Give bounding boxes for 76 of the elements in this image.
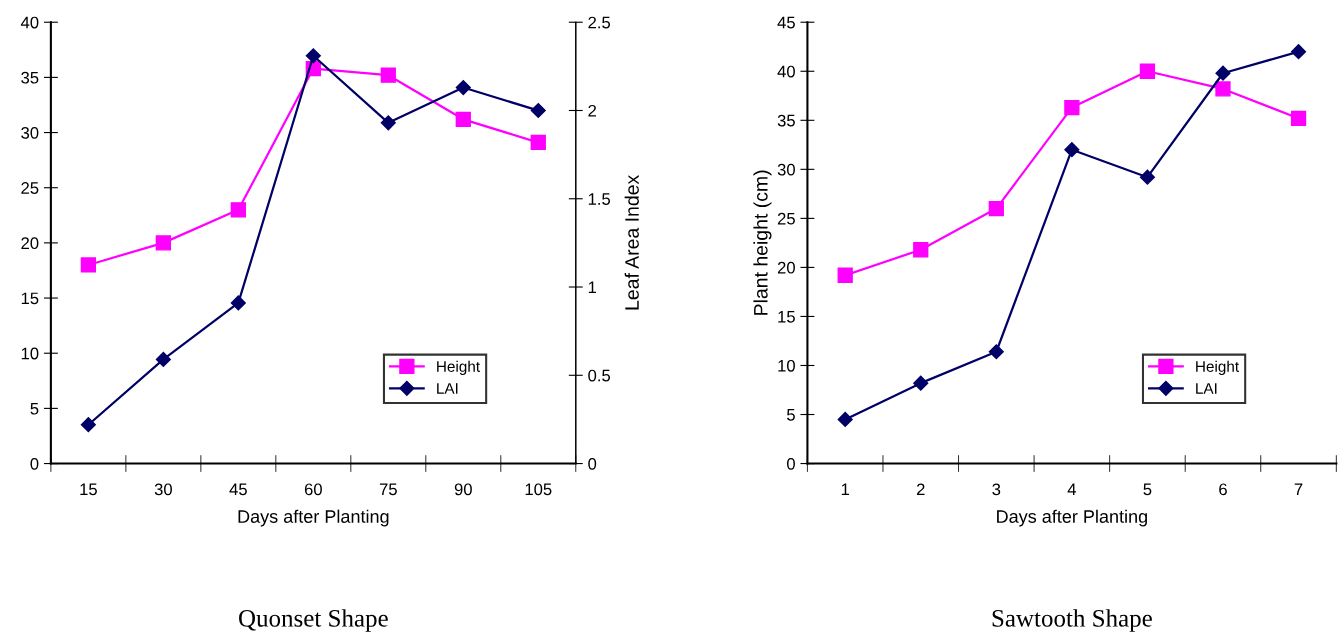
y-axis-title: Plant height (cm) bbox=[753, 170, 772, 315]
y-tick-label: 10 bbox=[21, 347, 39, 360]
x-tick-label: 6 bbox=[1219, 483, 1227, 496]
point bbox=[230, 202, 246, 218]
y-tick-label: 35 bbox=[777, 114, 795, 127]
x-tick-label: 1 bbox=[841, 483, 850, 496]
y-tick-label: 35 bbox=[21, 71, 39, 84]
y-tick-label: 10 bbox=[778, 359, 795, 372]
y-tick-label: 5 bbox=[30, 402, 39, 415]
x-axis-title: Days after Planting bbox=[997, 509, 1147, 527]
y2-tick-label: 1.5 bbox=[588, 193, 611, 205]
text: Quonset Shape bbox=[239, 609, 388, 632]
point bbox=[988, 200, 1004, 217]
x-tick-label: 3 bbox=[992, 483, 1001, 496]
x-tick-label: 5 bbox=[1143, 483, 1152, 496]
point bbox=[837, 411, 853, 427]
point bbox=[988, 344, 1004, 360]
point bbox=[305, 48, 321, 64]
y2-tick-label: 0.5 bbox=[588, 369, 611, 382]
point bbox=[913, 375, 929, 391]
point bbox=[155, 351, 171, 367]
y2-axis-title: Leaf Area Index bbox=[624, 174, 639, 310]
x-tick-label: 45 bbox=[229, 483, 247, 496]
point bbox=[155, 235, 171, 251]
y-tick-label: 30 bbox=[777, 163, 795, 176]
x-tick-label: 7 bbox=[1294, 483, 1303, 496]
point bbox=[230, 295, 246, 311]
x-tick-label: 2 bbox=[916, 483, 925, 496]
y-tick-label: 5 bbox=[787, 409, 795, 421]
y-tick-label: 25 bbox=[21, 182, 39, 194]
text: Sawtooth Shape bbox=[992, 609, 1152, 632]
point bbox=[455, 111, 471, 127]
x-tick-label: 60 bbox=[304, 483, 322, 496]
x-tick-label: 105 bbox=[525, 483, 552, 496]
point bbox=[1064, 142, 1080, 158]
y-tick-label: 40 bbox=[777, 65, 795, 78]
point bbox=[530, 134, 546, 151]
point bbox=[1290, 44, 1307, 60]
y-tick-label: 15 bbox=[778, 311, 795, 323]
y-tick-label: 20 bbox=[777, 261, 795, 274]
y2-tick-label: 1 bbox=[588, 281, 597, 294]
x-tick-label: 30 bbox=[154, 483, 172, 496]
y-tick-label: 40 bbox=[20, 16, 39, 29]
y-tick-label: 30 bbox=[21, 126, 39, 139]
y-tick-label: 45 bbox=[777, 16, 795, 29]
x-axis-title: Days after Planting bbox=[238, 509, 389, 527]
legend-label: Height bbox=[437, 360, 480, 375]
point bbox=[80, 257, 97, 273]
y-tick-label: 0 bbox=[30, 457, 39, 470]
point bbox=[1064, 99, 1080, 116]
point bbox=[1290, 110, 1307, 126]
point bbox=[455, 79, 471, 96]
y2-tick-label: 2 bbox=[588, 104, 597, 117]
y-tick-label: 15 bbox=[21, 292, 39, 305]
x-tick-label: 4 bbox=[1067, 483, 1077, 496]
point bbox=[837, 267, 853, 283]
y2-tick-label: 0 bbox=[588, 457, 597, 470]
y-tick-label: 20 bbox=[21, 237, 39, 250]
y-tick-label: 25 bbox=[777, 212, 795, 225]
y2-tick-label: 2.5 bbox=[588, 16, 611, 29]
point bbox=[1139, 63, 1156, 79]
point bbox=[380, 67, 396, 83]
point bbox=[913, 242, 929, 258]
x-tick-label: 75 bbox=[379, 483, 397, 496]
point bbox=[1215, 65, 1231, 81]
x-tick-label: 15 bbox=[80, 483, 97, 496]
y-tick-label: 0 bbox=[786, 457, 795, 470]
point bbox=[1215, 81, 1231, 97]
legend-label: LAI bbox=[437, 383, 458, 394]
point bbox=[80, 417, 96, 433]
legend-label: LAI bbox=[1196, 383, 1217, 394]
point bbox=[530, 102, 546, 119]
point bbox=[1139, 169, 1155, 185]
point bbox=[380, 115, 396, 131]
legend-label: Height bbox=[1196, 360, 1239, 375]
x-tick-label: 90 bbox=[454, 483, 472, 496]
